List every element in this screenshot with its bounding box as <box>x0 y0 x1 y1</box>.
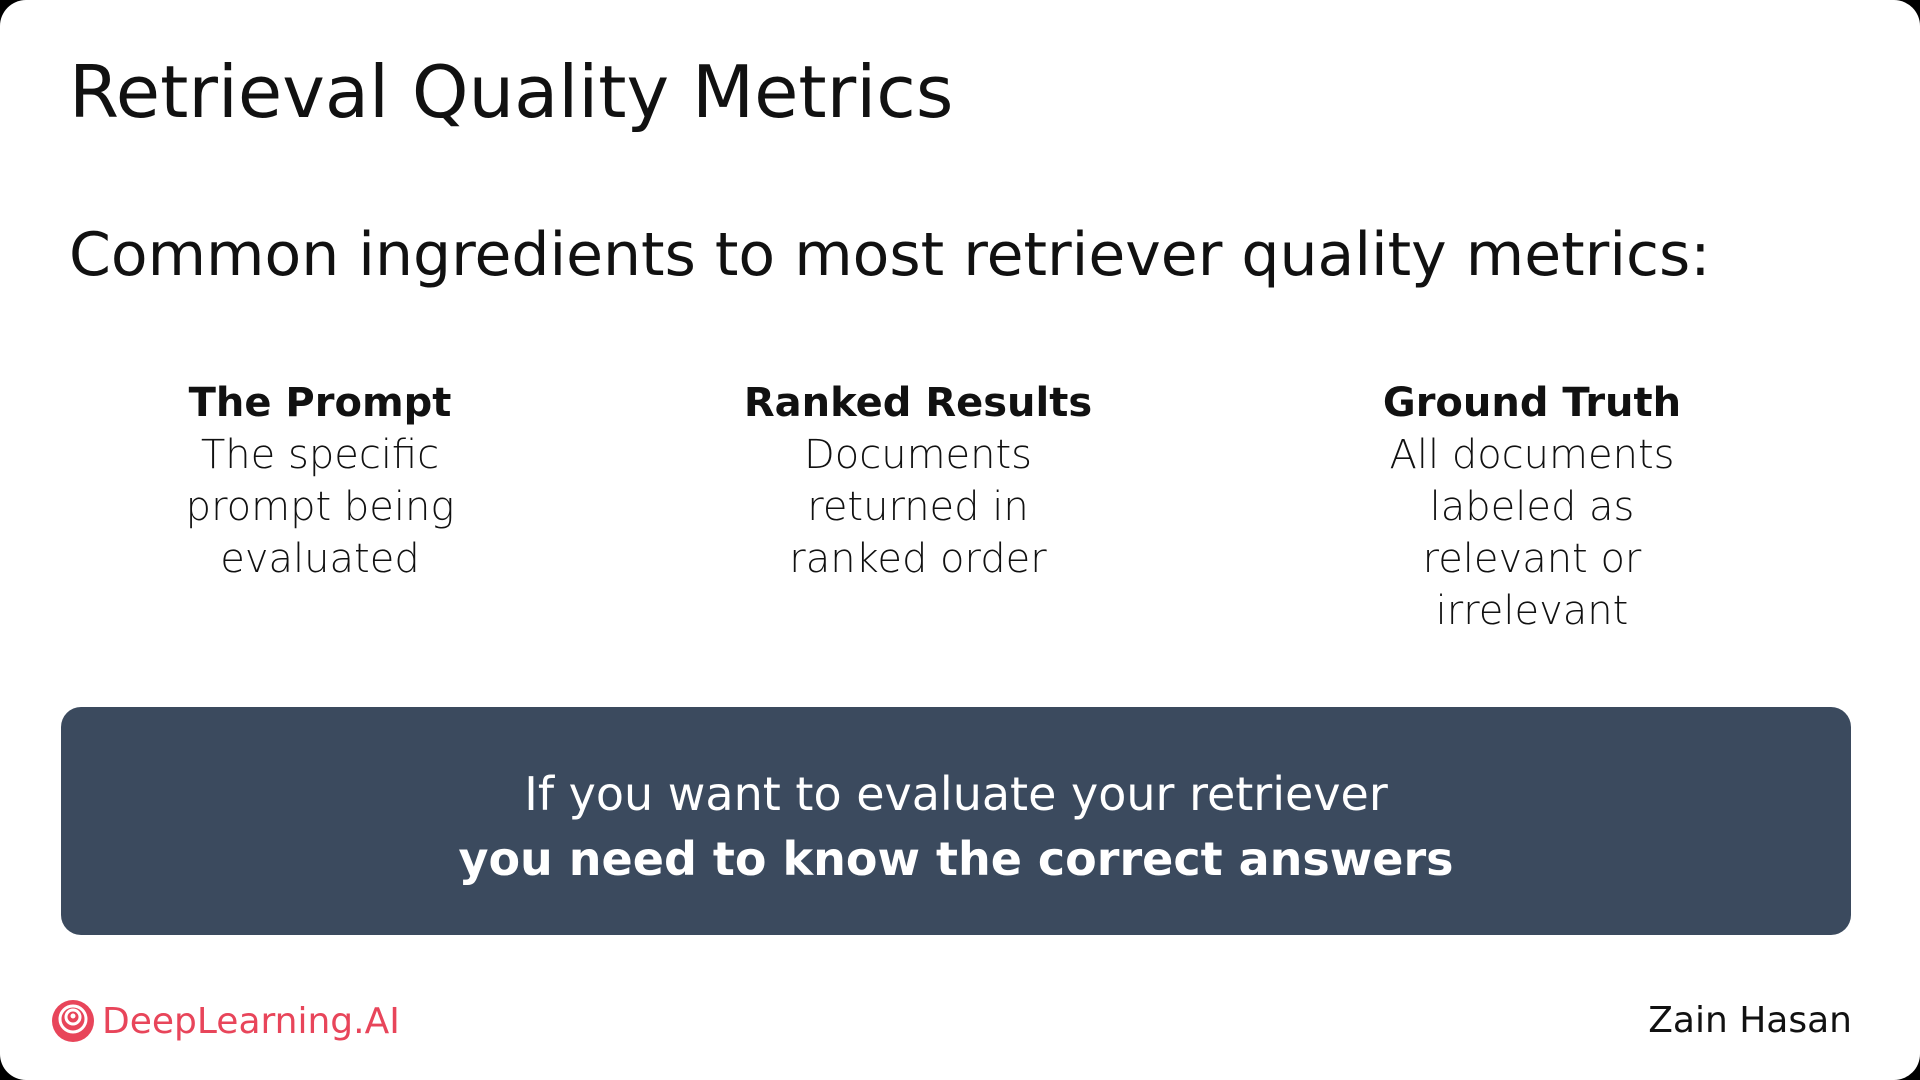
ingredient-text-line: Documents <box>803 432 1033 478</box>
callout-emphasis: you need to know the correct answers <box>458 832 1454 886</box>
ingredient-heading: The Prompt <box>188 380 452 426</box>
deeplearning-ai-logo-icon <box>52 1000 94 1042</box>
ingredient-heading: Ground Truth <box>1382 380 1682 426</box>
ingredient-ranked-results: Ranked Results Documents returned in ran… <box>688 377 1148 585</box>
callout-banner: If you want to evaluate your retriever y… <box>61 707 1851 935</box>
ingredient-text-line: relevant or <box>1422 536 1642 582</box>
ingredient-prompt: The Prompt The specific prompt being eva… <box>90 377 550 585</box>
ingredient-text-line: returned in <box>807 484 1029 530</box>
ingredient-text-line: irrelevant <box>1435 588 1629 634</box>
ingredient-text-line: ranked order <box>789 536 1047 582</box>
logo-text: DeepLearning.AI <box>102 1000 400 1042</box>
ingredient-heading: Ranked Results <box>743 380 1093 426</box>
ingredient-text-line: evaluated <box>220 536 420 582</box>
ingredient-ground-truth: Ground Truth All documents labeled as re… <box>1302 377 1762 637</box>
slide-subtitle: Common ingredients to most retriever qua… <box>69 220 1711 290</box>
callout-line: If you want to evaluate your retriever <box>524 767 1388 821</box>
author-name: Zain Hasan <box>1648 1000 1852 1041</box>
slide-title: Retrieval Quality Metrics <box>69 50 954 134</box>
ingredient-text-line: prompt being <box>185 484 455 530</box>
ingredient-text-line: The specific <box>200 432 440 478</box>
ingredient-text-line: All documents <box>1389 432 1675 478</box>
ingredient-text-line: labeled as <box>1429 484 1635 530</box>
deeplearning-ai-logo: DeepLearning.AI <box>50 996 400 1046</box>
